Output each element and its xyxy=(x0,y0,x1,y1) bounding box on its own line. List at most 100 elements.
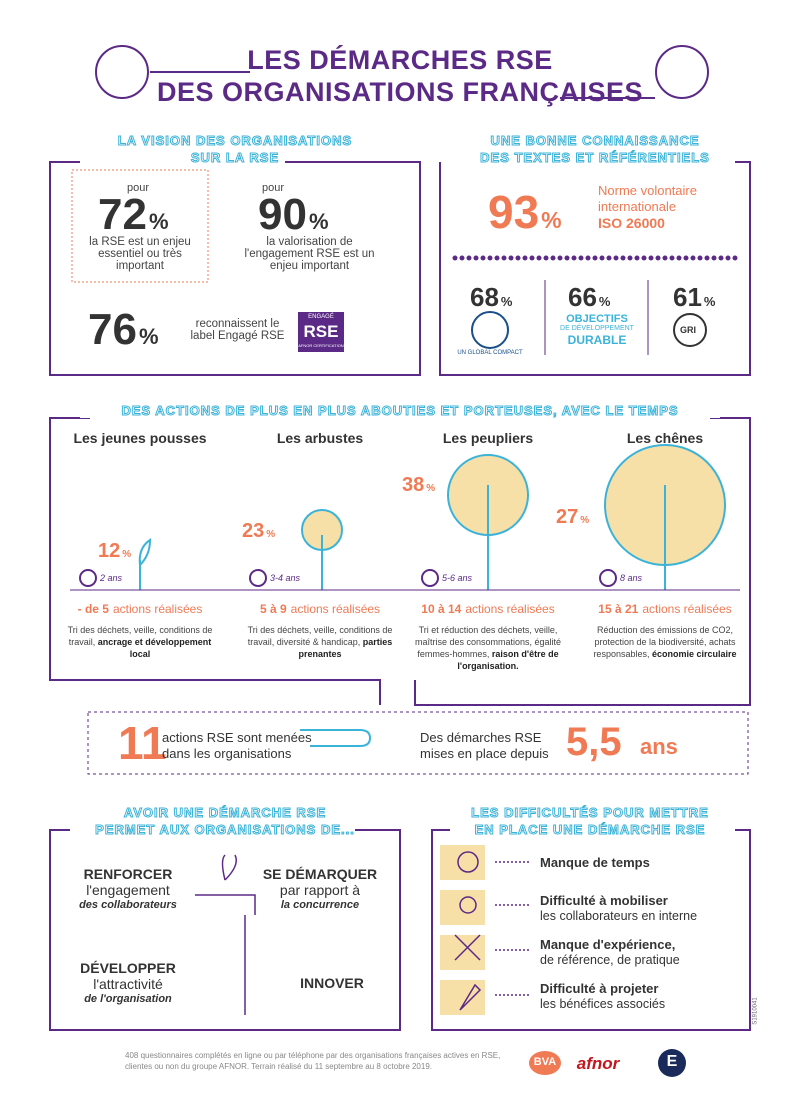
section-title: PERMET AUX ORGANISATIONS DE... xyxy=(95,822,355,838)
badge: RSE xyxy=(303,322,339,341)
logo: UN GLOBAL COMPACT xyxy=(457,350,523,356)
count: 15 à 21 actions réalisées xyxy=(580,602,750,616)
section-title: LA VISION DES ORGANISATIONS xyxy=(117,133,353,149)
unit: ans xyxy=(640,734,678,759)
footnote: 408 questionnaires complétés en ligne ou… xyxy=(125,1051,501,1071)
difficulty-text: les bénéfices associés xyxy=(540,997,666,1011)
duration: 8 ans xyxy=(620,573,643,583)
logo: BVA xyxy=(533,1056,557,1068)
value: 72 xyxy=(98,190,147,239)
title: LES DÉMARCHES RSE xyxy=(247,45,553,75)
value: 27 xyxy=(556,506,579,528)
section-title: SUR LA RSE xyxy=(190,150,280,166)
unit: % xyxy=(541,207,562,233)
count-label: actions réalisées xyxy=(112,602,203,616)
text: dans les organisations xyxy=(162,746,292,761)
section-title: DES ACTIONS DE PLUS EN PLUS ABOUTIES ET … xyxy=(80,403,720,419)
benefit-italic: de l'organisation xyxy=(84,993,172,1005)
stat-text: reconnaissent le label Engagé RSE xyxy=(190,318,285,342)
logo: E xyxy=(666,1053,678,1070)
value: 38 xyxy=(402,474,425,496)
stat: 66% xyxy=(568,282,610,313)
description: Tri des déchets, veille, conditions de t… xyxy=(247,625,393,659)
stat-text: la RSE est un enjeu essentiel ou très im… xyxy=(89,236,191,272)
code: S1910041 xyxy=(752,997,759,1025)
value: 66 xyxy=(568,282,597,312)
badge: AFNOR CERTIFICATION xyxy=(298,343,344,348)
description-bold: ancrage et développement local xyxy=(97,637,212,659)
count: 10 à 14 xyxy=(421,602,462,616)
section-title: LES DIFFICULTÉS POUR METTRE xyxy=(471,805,709,821)
benefit-line: l'attractivité xyxy=(93,976,163,992)
benefit-head: INNOVER xyxy=(300,975,364,991)
value: 90 xyxy=(258,190,307,239)
difficulty-text: les collaborateurs en interne xyxy=(540,909,698,923)
value: 76 xyxy=(88,305,137,354)
count: 10 à 14 actions réalisées xyxy=(403,602,573,616)
text: actions RSE sont menées xyxy=(162,730,312,745)
text: Des démarches RSE xyxy=(420,730,542,745)
duration: 5-6 ans xyxy=(442,573,473,583)
value: 93 xyxy=(488,186,540,238)
duration: 3-4 ans xyxy=(270,573,301,583)
count: 15 à 21 xyxy=(598,602,639,616)
benefit-italic: des collaborateurs xyxy=(79,899,177,911)
unit: % xyxy=(266,529,276,540)
prefix: pour xyxy=(262,182,285,194)
count: - de 5 xyxy=(77,602,109,616)
count: 5 à 9 xyxy=(259,602,287,616)
unit: % xyxy=(426,483,436,494)
text: ISO 26000 xyxy=(598,215,665,231)
prefix: pour xyxy=(127,182,150,194)
unit: % xyxy=(148,209,169,234)
text: internationale xyxy=(598,199,677,214)
section-title: UNE BONNE CONNAISSANCE xyxy=(490,133,700,149)
count-label: actions réalisées xyxy=(465,602,555,616)
value: 12 xyxy=(98,540,121,562)
benefit-line: l'engagement xyxy=(86,882,170,898)
stat: 38% xyxy=(402,474,435,497)
difficulty: Manque d'expérience, xyxy=(540,937,676,952)
stat: 68% xyxy=(470,282,512,313)
stat: 5,5 xyxy=(566,720,622,764)
benefit-head: SE DÉMARQUER xyxy=(262,866,378,882)
unit: % xyxy=(598,294,611,309)
stat: 90% xyxy=(258,190,329,240)
stat-text: la valorisation de l'engagement RSE est … xyxy=(244,236,375,272)
text: mises en place depuis xyxy=(420,746,549,761)
description: Tri et réduction des déchets, veille, ma… xyxy=(414,625,562,671)
stat: 61% xyxy=(673,282,715,313)
benefit-line: par rapport à xyxy=(279,882,361,898)
value: 23 xyxy=(242,520,265,542)
stat: 11 xyxy=(118,717,167,769)
value: 68 xyxy=(470,282,499,312)
logo: OBJECTIFS xyxy=(566,313,628,325)
stage-name: Les arbustes xyxy=(276,430,364,446)
unit: % xyxy=(308,209,329,234)
unit: % xyxy=(500,294,513,309)
count: - de 5 actions réalisées xyxy=(55,602,225,616)
badge: ENGAGÉ xyxy=(308,314,334,320)
value: 61 xyxy=(673,282,702,312)
description-bold: parties prenantes xyxy=(298,637,393,659)
stat: 12% xyxy=(98,540,131,563)
section-title: DES TEXTES ET RÉFÉRENTIELS xyxy=(480,150,710,166)
stage-name: Les jeunes pousses xyxy=(73,430,207,446)
unit: % xyxy=(580,515,590,526)
stat: 93% xyxy=(488,185,562,239)
logo: afnor xyxy=(576,1054,620,1073)
benefit-head: DÉVELOPPER xyxy=(80,960,176,976)
unit: % xyxy=(703,294,716,309)
logo: DURABLE xyxy=(567,333,627,347)
difficulty: Difficulté à projeter xyxy=(540,981,659,996)
count-label: actions réalisées xyxy=(290,602,381,616)
stage-name: Les peupliers xyxy=(442,430,534,446)
description-bold: raison d'être de l'organisation. xyxy=(457,649,559,671)
logo: GRI xyxy=(680,325,697,335)
duration: 2 ans xyxy=(100,573,123,583)
description: Réduction des émissions de CO2, protecti… xyxy=(593,625,737,659)
count: 5 à 9 actions réalisées xyxy=(235,602,405,616)
